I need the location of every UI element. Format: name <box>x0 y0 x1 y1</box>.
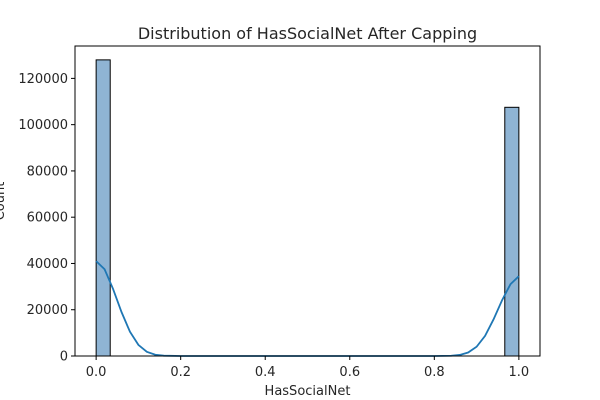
x-axis-label: HasSocialNet <box>265 384 351 399</box>
y-tick-label: 40000 <box>27 257 68 272</box>
chart-title: Distribution of HasSocialNet After Cappi… <box>138 24 477 43</box>
y-axis-label: Count <box>0 182 8 221</box>
x-tick-label: 1.0 <box>509 365 530 380</box>
x-axis: 0.0 0.2 0.4 0.6 0.8 1.0 <box>86 356 529 380</box>
histogram-bar-1 <box>504 106 520 357</box>
x-tick-label: 0.4 <box>255 365 276 380</box>
x-tick-label: 0.6 <box>339 365 360 380</box>
y-tick-label: 120000 <box>18 72 68 87</box>
kde-line <box>95 260 520 357</box>
kde-layer <box>95 260 520 357</box>
x-tick-label: 0.8 <box>424 365 445 380</box>
y-tick-label: 100000 <box>18 118 68 133</box>
x-tick-label: 0.0 <box>86 365 107 380</box>
x-tick-label: 0.2 <box>170 365 191 380</box>
bars-layer <box>95 59 520 357</box>
y-tick-label: 0 <box>60 350 68 365</box>
y-tick-label: 20000 <box>27 303 68 318</box>
plot-frame <box>74 45 541 357</box>
y-tick-label: 60000 <box>27 211 68 226</box>
y-axis: 0 20000 40000 60000 80000 100000 120000 <box>18 72 75 365</box>
y-tick-label: 80000 <box>27 164 68 179</box>
histogram-bar-0 <box>95 59 111 357</box>
